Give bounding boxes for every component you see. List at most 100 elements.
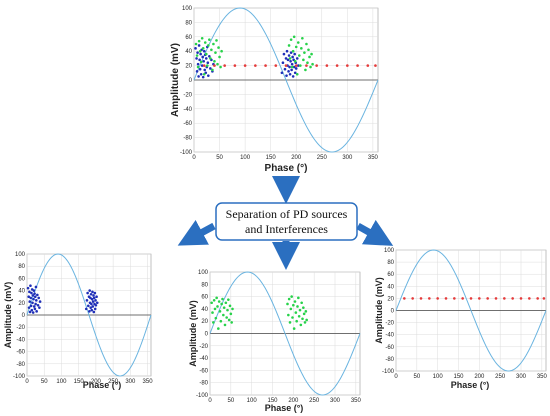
y-tick-label: 60	[201, 295, 208, 301]
x-tick-label: 150	[267, 398, 278, 404]
y-tick-label: -60	[16, 350, 25, 356]
data-point-blue	[204, 57, 208, 60]
x-tick-label: 350	[143, 379, 154, 385]
data-point-green	[303, 321, 307, 324]
y-tick-label: 100	[182, 6, 193, 12]
data-point-green	[305, 318, 308, 322]
data-point-blue	[202, 59, 206, 63]
data-point-red	[419, 297, 423, 300]
data-point-blue	[36, 303, 40, 307]
x-tick-label: 150	[74, 379, 85, 385]
data-point-blue	[34, 302, 37, 306]
data-point-blue	[93, 307, 97, 311]
data-point-red	[243, 64, 247, 67]
y-axis-label: Amplitude (mV)	[188, 300, 198, 367]
y-tick-label: -80	[385, 357, 394, 363]
data-point-green	[214, 316, 218, 320]
data-point-blue	[293, 71, 297, 75]
data-point-green	[304, 310, 308, 313]
data-point-red	[366, 64, 370, 67]
data-point-red	[305, 64, 308, 67]
interference-prpd-plot: 0 50 100 150 200 250 300 350100806040200-20-40-…	[374, 248, 547, 390]
data-point-blue	[91, 305, 95, 308]
y-tick-label: -60	[183, 121, 192, 127]
x-tick-label: 150	[266, 155, 277, 161]
data-point-red	[511, 297, 514, 300]
data-point-red	[356, 64, 359, 67]
data-point-green	[309, 65, 312, 69]
y-tick-label: 0	[391, 309, 395, 315]
data-point-green	[290, 65, 294, 69]
data-point-green	[302, 306, 305, 309]
y-tick-label: -20	[385, 321, 394, 327]
data-point-green	[230, 321, 233, 324]
data-point-blue	[31, 311, 35, 314]
x-tick-label: 300	[516, 374, 527, 380]
y-tick-label: 0	[22, 313, 26, 319]
y-tick-label: 20	[201, 319, 208, 325]
data-point-blue	[91, 290, 94, 294]
data-point-blue	[206, 61, 210, 65]
y-tick-label: -20	[183, 92, 192, 98]
x-tick-label: 200	[288, 398, 299, 404]
data-point-blue	[28, 310, 32, 314]
data-point-green	[218, 55, 221, 59]
data-point-green	[222, 306, 226, 309]
data-point-blue	[288, 72, 292, 76]
data-point-green	[195, 54, 199, 57]
data-point-blue	[95, 301, 99, 305]
data-point-red	[294, 64, 298, 67]
data-point-blue	[90, 308, 94, 312]
data-point-blue	[89, 306, 93, 309]
data-point-green	[221, 297, 224, 301]
data-point-blue	[38, 300, 42, 303]
data-point-green	[293, 300, 297, 303]
data-point-green	[207, 44, 210, 47]
data-point-blue	[28, 290, 31, 294]
data-point-blue	[285, 74, 288, 77]
x-tick-label: 250	[309, 398, 320, 404]
data-point-green	[297, 314, 301, 318]
data-point-green	[211, 68, 214, 72]
data-point-blue	[88, 310, 91, 313]
y-axis-label: Amplitude (mV)	[170, 43, 181, 117]
data-point-green	[290, 295, 293, 298]
y-tick-label: 0	[189, 78, 193, 84]
data-point-red	[403, 297, 406, 300]
data-point-blue	[201, 75, 205, 79]
data-point-green	[304, 68, 307, 72]
data-point-blue	[281, 61, 285, 65]
y-tick-label: 40	[387, 284, 394, 290]
x-tick-label: 0	[25, 379, 29, 385]
data-point-red	[264, 64, 267, 67]
data-point-green	[297, 54, 301, 57]
data-point-red	[315, 64, 318, 67]
data-point-green	[287, 44, 291, 47]
data-point-red	[325, 64, 329, 67]
data-point-green	[299, 323, 303, 327]
data-point-blue	[287, 54, 291, 57]
data-point-blue	[286, 58, 290, 62]
y-tick-label: 100	[15, 252, 26, 258]
data-point-green	[196, 65, 200, 69]
data-point-blue	[90, 297, 94, 301]
data-point-blue	[289, 59, 292, 63]
data-point-green	[303, 51, 306, 54]
y-tick-label: 60	[185, 35, 192, 41]
data-point-blue	[86, 291, 89, 295]
data-point-green	[215, 39, 218, 42]
y-tick-label: 60	[387, 272, 394, 278]
data-point-red	[274, 64, 278, 67]
arrow-to-source-1	[177, 220, 216, 246]
data-point-blue	[196, 62, 200, 66]
data-point-blue	[291, 75, 295, 78]
data-point-green	[292, 303, 295, 307]
data-point-blue	[87, 304, 90, 308]
data-point-blue	[26, 286, 30, 290]
y-tick-label: 60	[18, 276, 25, 282]
x-tick-label: 50	[41, 379, 48, 385]
data-point-green	[294, 311, 298, 314]
data-point-green	[216, 62, 219, 66]
data-point-green	[216, 305, 219, 308]
